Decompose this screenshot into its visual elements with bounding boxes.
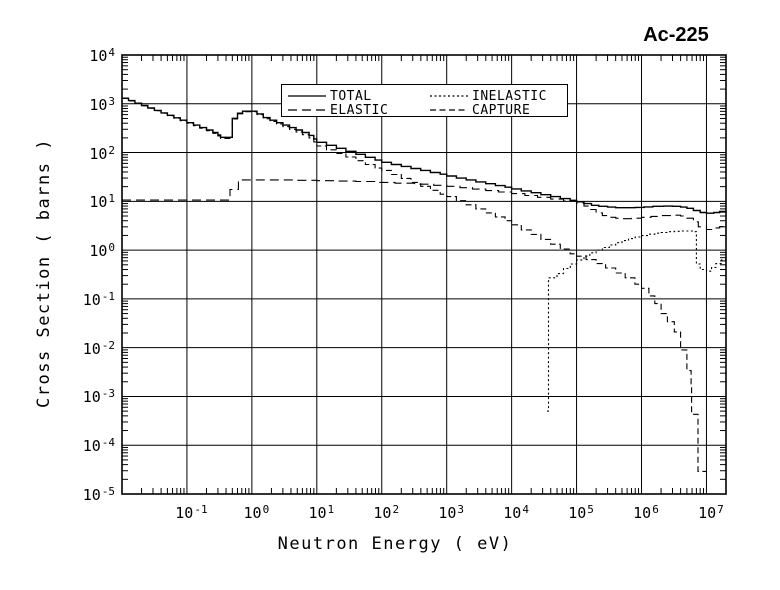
x-tick-10e5: 105	[568, 503, 594, 522]
y-tick-10e4: 104	[89, 46, 115, 65]
legend-line-sample	[430, 109, 468, 111]
isotope-title: Ac-225	[643, 24, 709, 46]
legend-label: INELASTIC	[472, 88, 547, 104]
y-tick-10e-4: 10-4	[82, 436, 115, 456]
x-tick-10e7: 107	[698, 503, 724, 522]
legend-line-sample	[288, 95, 326, 97]
y-tick-10e2: 102	[89, 143, 115, 163]
legend-entry-capture: CAPTURE	[430, 103, 530, 117]
y-tick-10e-1: 10-1	[82, 289, 115, 309]
x-tick-10e4: 104	[503, 503, 529, 522]
x-tick-10e1: 101	[308, 503, 335, 522]
y-tick-10e3: 103	[89, 94, 115, 114]
legend-entry-total: TOTAL	[288, 89, 372, 103]
legend-entry-elastic: ELASTIC	[288, 103, 388, 117]
curve-inelastic	[547, 230, 727, 412]
legend-entry-inelastic: INELASTIC	[430, 89, 547, 103]
legend-label: ELASTIC	[330, 102, 389, 118]
y-tick-10e0: 100	[89, 241, 115, 261]
curve-elastic	[122, 179, 727, 231]
legend-label: CAPTURE	[472, 102, 531, 118]
x-tick-10e0: 100	[243, 503, 270, 522]
legend-line-sample	[430, 95, 468, 97]
curve-total	[122, 97, 727, 214]
y-axis-label: Cross Section ( barns )	[34, 138, 54, 408]
curve-capture	[122, 97, 707, 472]
x-tick-10e-1: 10-1	[175, 503, 208, 522]
y-tick-10e1: 101	[89, 192, 115, 212]
x-tick-10e6: 106	[633, 503, 659, 522]
y-tick-10e-2: 10-2	[82, 338, 115, 358]
y-tick-10e-3: 10-3	[82, 387, 115, 407]
y-tick-10e-5: 10-5	[82, 485, 115, 504]
x-tick-10e2: 102	[373, 503, 400, 522]
legend-line-sample	[288, 109, 326, 111]
plot-frame	[121, 54, 727, 495]
legend-box: TOTAL ELASTIC INELASTIC CAPTURE	[281, 84, 568, 117]
x-axis-label: Neutron Energy ( eV)	[277, 534, 513, 554]
legend-label: TOTAL	[330, 88, 372, 104]
x-tick-10e3: 103	[438, 503, 465, 522]
